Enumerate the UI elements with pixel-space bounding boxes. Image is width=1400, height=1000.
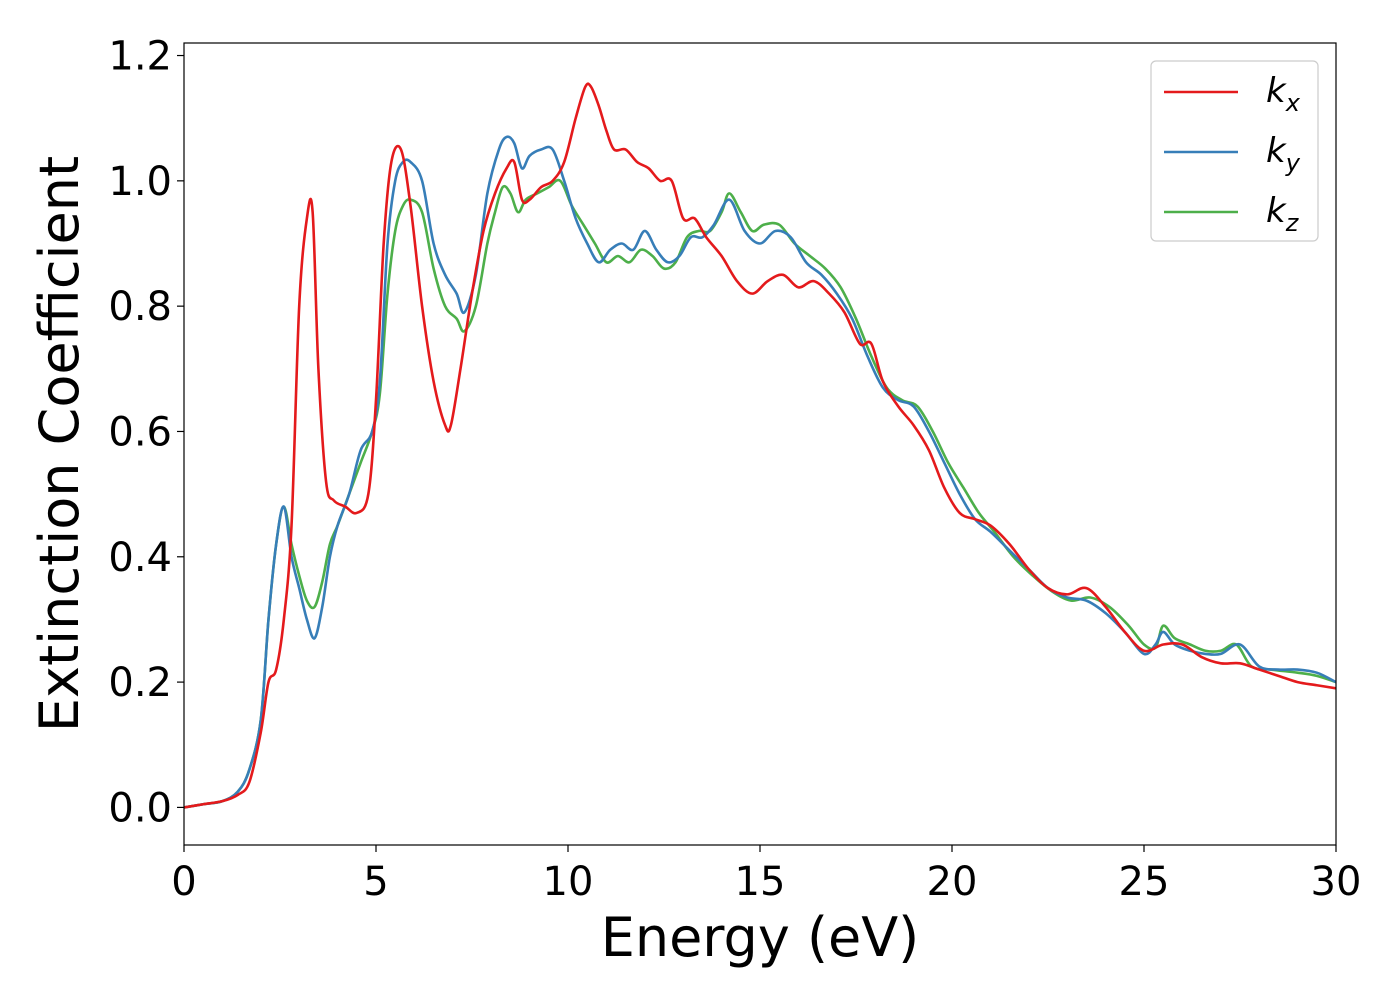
series-line-kx: [184, 82, 1336, 809]
series-layer: [184, 82, 1336, 809]
x-tick-label: 25: [1119, 859, 1170, 905]
x-tick-label: 0: [171, 859, 196, 905]
y-tick-label: 0.0: [108, 785, 172, 831]
x-tick-label: 30: [1311, 859, 1362, 905]
legend-label-z: kz: [1266, 191, 1300, 237]
series-line-ky: [184, 135, 1336, 809]
x-axis: 0 5 10 15 20 25 30: [171, 845, 1361, 905]
y-tick-label: 1.0: [108, 159, 172, 205]
y-axis: 0.0 0.2 0.4 0.6 0.8 1.0 1.2: [108, 34, 184, 831]
series-line-kz: [184, 178, 1336, 809]
y-tick-label: 0.2: [108, 660, 172, 706]
y-tick-label: 1.2: [108, 34, 172, 80]
legend-label-x: kx: [1266, 71, 1301, 117]
y-tick-label: 0.6: [108, 409, 172, 455]
y-axis-title: Extinction Coefficient: [28, 156, 91, 732]
y-tick-label: 0.4: [108, 535, 172, 581]
x-tick-label: 5: [363, 859, 388, 905]
legend-label-y: ky: [1266, 131, 1301, 177]
x-tick-label: 15: [735, 859, 786, 905]
legend: kx ky kz: [1150, 60, 1319, 242]
x-tick-label: 20: [927, 859, 978, 905]
x-axis-title: Energy (eV): [601, 906, 920, 969]
y-tick-label: 0.8: [108, 284, 172, 330]
x-tick-label: 10: [543, 859, 594, 905]
